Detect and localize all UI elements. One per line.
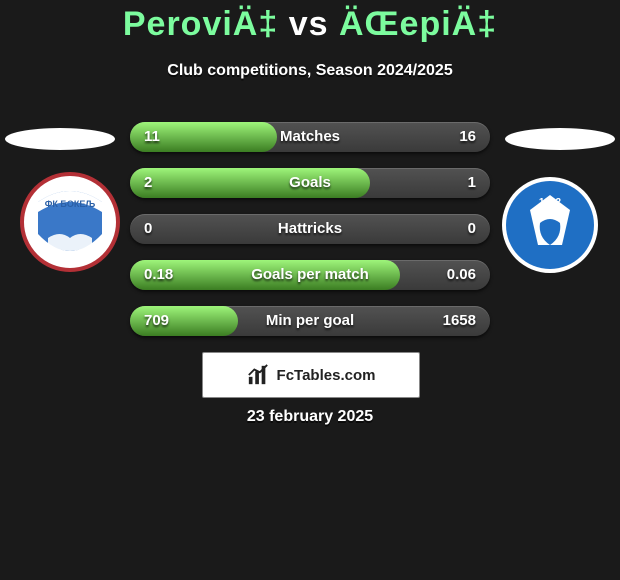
bar-chart-icon — [247, 364, 269, 386]
stat-label: Goals per match — [130, 260, 490, 290]
stat-row: 709 Min per goal 1658 — [130, 306, 490, 336]
stat-right-value: 1658 — [443, 306, 476, 336]
badge-right-year: 1922 — [539, 197, 562, 208]
stat-right-value: 1 — [468, 168, 476, 198]
stat-rows: 11 Matches 16 2 Goals 1 0 Hattricks 0 0.… — [130, 122, 490, 352]
vs-label: vs — [289, 5, 329, 43]
stat-label: Matches — [130, 122, 490, 152]
player1-name: PeroviÄ‡ — [123, 5, 278, 43]
player2-name: ÄŒepiÄ‡ — [339, 5, 497, 43]
stat-row: 0.18 Goals per match 0.06 — [130, 260, 490, 290]
club-badge-right: 1922 — [500, 175, 600, 275]
club-badge-left: ФК БОКЕЉ — [20, 172, 120, 272]
brand-label: FcTables.com — [277, 367, 376, 384]
date-label: 23 february 2025 — [0, 408, 620, 426]
stat-label: Hattricks — [130, 214, 490, 244]
player1-marker-ellipse — [5, 128, 115, 150]
stat-label: Min per goal — [130, 306, 490, 336]
stat-label: Goals — [130, 168, 490, 198]
fctables-banner[interactable]: FcTables.com — [202, 352, 420, 398]
subtitle: Club competitions, Season 2024/2025 — [0, 62, 620, 80]
stat-row: 0 Hattricks 0 — [130, 214, 490, 244]
stat-right-value: 0 — [468, 214, 476, 244]
badge-left-text: ФК БОКЕЉ — [45, 199, 96, 209]
stat-row: 2 Goals 1 — [130, 168, 490, 198]
player2-marker-ellipse — [505, 128, 615, 150]
page-title: PeroviÄ‡ vs ÄŒepiÄ‡ — [0, 5, 620, 44]
stat-right-value: 16 — [459, 122, 476, 152]
stat-row: 11 Matches 16 — [130, 122, 490, 152]
stat-right-value: 0.06 — [447, 260, 476, 290]
